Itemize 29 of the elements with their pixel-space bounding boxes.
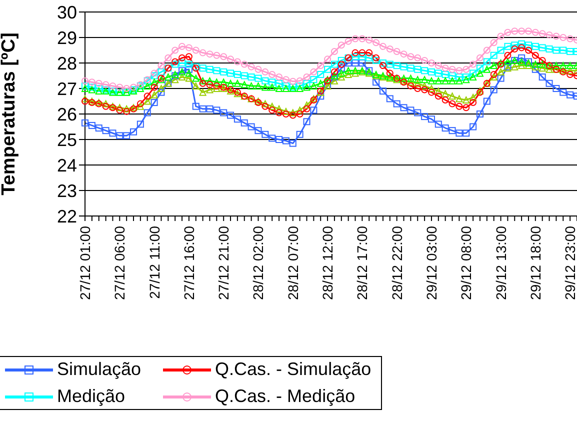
y-tick-label: 28 [56,53,77,74]
x-tick-label: 27/12 06:00 [112,226,128,300]
x-tick-label: 28/12 17:00 [354,226,370,300]
x-tick-label: 27/12 21:00 [216,226,232,300]
x-tick-label: 28/12 22:00 [388,226,405,300]
legend-label: Q.Cas. - Medição [215,386,356,407]
y-tick-label: 24 [56,155,77,176]
x-tick-label: 29/12 03:00 [423,226,440,300]
x-tick-label: 29/12 13:00 [492,226,509,300]
x-tick-label: 29/12 23:00 [562,226,577,300]
x-tick-label: 29/12 18:00 [527,226,544,300]
legend-label: Medição [57,386,126,407]
legend-label: Q.Cas. - Simulação [215,359,372,380]
y-tick-label: 23 [56,180,77,201]
y-tick-label: 25 [56,130,77,150]
y-tick-label: 27 [56,78,77,99]
y-tick-label: 30 [56,2,77,22]
x-tick-label: 28/12 02:00 [250,226,266,300]
x-tick-label: 28/12 07:00 [284,226,301,300]
x-tick-label: 27/12 01:00 [77,226,93,300]
x-tick-label: 27/12 11:00 [146,226,162,299]
y-tick-label: 26 [56,104,77,124]
x-tick-label: 29/12 08:00 [458,226,474,300]
x-tick-label: 27/12 16:00 [180,226,197,300]
legend-label: Simulação [57,359,142,380]
y-tick-label: 22 [56,206,77,226]
y-axis-title: Temperaturas [ºC] [0,32,20,196]
y-tick-label: 29 [56,28,77,48]
x-tick-label: 28/12 12:00 [320,226,336,300]
